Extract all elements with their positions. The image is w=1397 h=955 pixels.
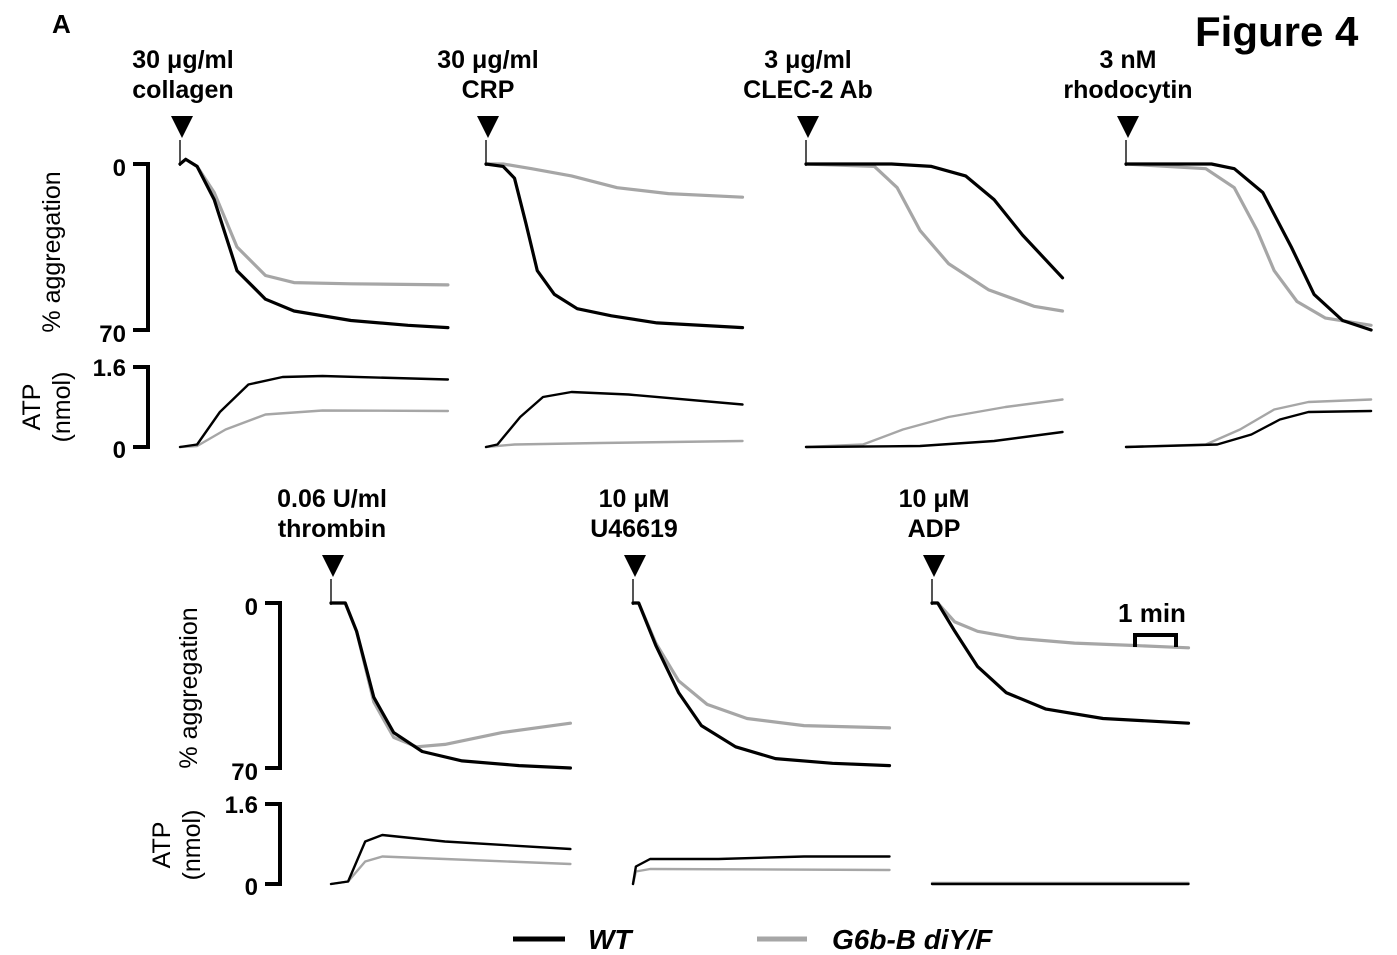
atp-trace-wt [484,390,744,449]
aggregation-trace-wt [484,162,745,330]
agonist-addition-arrow-icon [477,116,499,138]
aggregation-trace-wt [930,601,1191,725]
atp-trace-mutant [1124,398,1373,449]
agonist-dose-label: 3 μg/ml [764,46,852,74]
scale-bar-label: 1 min [1118,598,1186,628]
aggregation-trace-wt [329,601,572,770]
agonist-dose-label: 0.06 U/ml [277,485,387,513]
aggregation-trace-mutant [804,162,1065,313]
atp-trace-wt [178,374,450,449]
aggregation-trace-wt [631,601,892,768]
aggregation-label-row-2: % aggregation [175,607,203,768]
atp-trace-mutant [484,439,744,449]
atp-label-row-2: ATP [148,822,176,869]
atp-tick-top-row-1: 1.6 [93,355,126,382]
agonist-name-label: U46619 [590,515,678,543]
scale-bar-bracket [1133,633,1178,647]
atp-trace-wt [804,430,1064,449]
agonist-dose-label: 10 μM [899,485,970,513]
axes-row-2: 0 70 1.6 0 % aggregation ATP (nmol) [148,594,282,901]
atp-axis-row-1 [133,365,150,449]
atp-trace-wt [1124,409,1373,449]
agonist-name-label: CLEC-2 Ab [743,76,873,104]
aggregation-tick-top-row-2: 0 [245,594,258,621]
agonist-name-label: ADP [908,515,961,543]
panel-letter: A [52,9,71,39]
agonist-dose-label: 30 μg/ml [132,46,233,74]
aggregation-tick-top-row-1: 0 [113,155,126,182]
atp-axis-row-2 [265,802,282,886]
agonist-name-label: collagen [132,76,233,104]
atp-trace-mutant [178,409,450,449]
aggregation-axis-row-1 [133,162,150,332]
legend-label-mutant: G6b-B diY/F [832,924,993,955]
agonist-name-label: thrombin [278,515,386,543]
atp-trace-mutant [631,867,891,886]
atp-trace-mutant [804,398,1064,449]
aggregation-tick-bottom-row-2: 70 [231,759,258,786]
agonist-addition-arrow-icon [797,116,819,138]
aggregation-trace-mutant [631,601,892,730]
agonist-dose-label: 3 nM [1100,46,1157,74]
atp-trace-wt [631,855,891,886]
aggregation-trace-wt [1124,162,1373,332]
figure-title: Figure 4 [1195,8,1359,55]
agonist-addition-arrow-icon [1117,116,1139,138]
atp-unit-row-2: (nmol) [178,810,206,881]
atp-tick-bottom-row-2: 0 [245,874,258,901]
axes-row-1: 0 70 1.6 0 % aggregation ATP (nmol) [18,155,150,464]
aggregation-trace-wt [804,162,1065,280]
atp-trace-mutant [329,855,572,886]
aggregation-axis-row-2 [265,601,282,770]
aggregation-tick-bottom-row-1: 70 [99,321,126,348]
atp-trace-wt [329,833,572,886]
atp-tick-bottom-row-1: 0 [113,437,126,464]
atp-tick-top-row-2: 1.6 [225,792,258,819]
legend-label-wt: WT [588,924,634,955]
agonist-addition-arrow-icon [171,116,193,138]
agonist-dose-label: 10 μM [599,485,670,513]
agonist-addition-arrow-icon [322,555,344,577]
agonist-dose-label: 30 μg/ml [437,46,538,74]
aggregation-label-row-1: % aggregation [38,171,66,332]
agonist-addition-arrow-icon [923,555,945,577]
scale-bar: 1 min [1118,598,1186,647]
aggregation-trace-mutant [1124,162,1373,327]
agonist-name-label: rhodocytin [1063,76,1192,104]
agonist-addition-arrow-icon [624,555,646,577]
legend: WT G6b-B diY/F [513,924,993,955]
agonist-name-label: CRP [462,76,515,104]
aggregation-trace-wt [178,157,450,330]
atp-unit-row-1: (nmol) [48,372,76,443]
aggregation-trace-mutant [484,162,745,199]
atp-label-row-1: ATP [18,384,46,431]
